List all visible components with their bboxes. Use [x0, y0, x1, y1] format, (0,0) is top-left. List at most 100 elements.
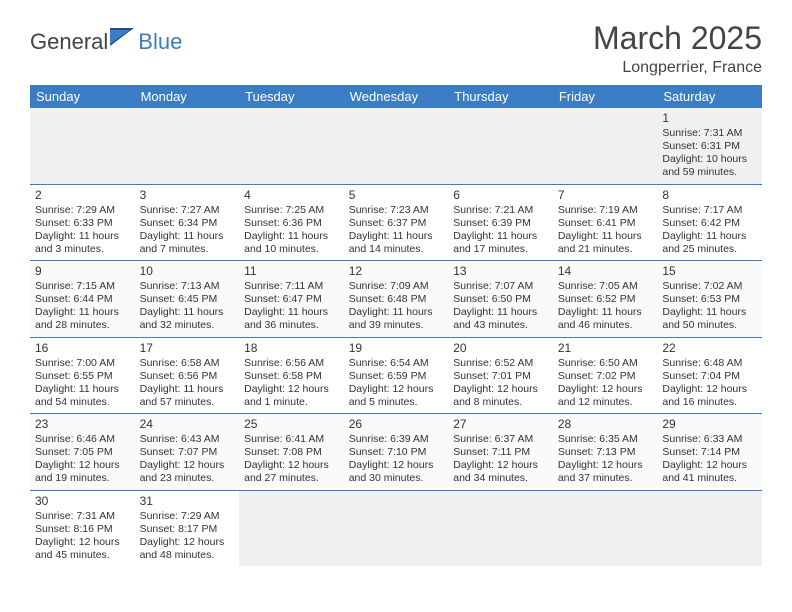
daylight-text: Daylight: 11 hours and 43 minutes. [453, 306, 548, 332]
calendar-cell [657, 490, 762, 566]
weekday-header: Thursday [448, 85, 553, 108]
sunrise-text: Sunrise: 6:52 AM [453, 357, 548, 370]
calendar-cell: 18Sunrise: 6:56 AMSunset: 6:58 PMDayligh… [239, 337, 344, 414]
calendar-cell [135, 108, 240, 184]
weekday-header: Monday [135, 85, 240, 108]
calendar-cell: 25Sunrise: 6:41 AMSunset: 7:08 PMDayligh… [239, 414, 344, 491]
calendar-cell: 4Sunrise: 7:25 AMSunset: 6:36 PMDaylight… [239, 184, 344, 261]
calendar-cell: 27Sunrise: 6:37 AMSunset: 7:11 PMDayligh… [448, 414, 553, 491]
day-number: 15 [662, 264, 757, 279]
daylight-text: Daylight: 12 hours and 41 minutes. [662, 459, 757, 485]
sunset-text: Sunset: 7:10 PM [349, 446, 444, 459]
daylight-text: Daylight: 12 hours and 48 minutes. [140, 536, 235, 562]
calendar-cell: 15Sunrise: 7:02 AMSunset: 6:53 PMDayligh… [657, 261, 762, 338]
calendar-row: 30Sunrise: 7:31 AMSunset: 8:16 PM Dayligh… [30, 490, 762, 566]
calendar-cell [344, 490, 449, 566]
logo: General Blue [30, 20, 182, 55]
sunrise-text: Sunrise: 6:50 AM [558, 357, 653, 370]
sunset-text: Sunset: 6:59 PM [349, 370, 444, 383]
day-number: 2 [35, 188, 130, 203]
sunrise-text: Sunrise: 7:13 AM [140, 280, 235, 293]
sunrise-text: Sunrise: 6:41 AM [244, 433, 339, 446]
sunset-text: Sunset: 6:52 PM [558, 293, 653, 306]
sunset-text: Sunset: 6:56 PM [140, 370, 235, 383]
calendar-row: 23Sunrise: 6:46 AMSunset: 7:05 PMDayligh… [30, 414, 762, 491]
sunrise-text: Sunrise: 7:00 AM [35, 357, 130, 370]
daylight-text: Daylight: 11 hours and 17 minutes. [453, 230, 548, 256]
sunset-text: Sunset: 6:44 PM [35, 293, 130, 306]
day-number: 17 [140, 341, 235, 356]
daylight-text: Daylight: 10 hours and 59 minutes. [662, 153, 757, 179]
day-number: 27 [453, 417, 548, 432]
sunrise-text: Sunrise: 7:15 AM [35, 280, 130, 293]
calendar-cell: 23Sunrise: 6:46 AMSunset: 7:05 PMDayligh… [30, 414, 135, 491]
sunrise-text: Sunrise: 7:29 AM [140, 510, 235, 523]
sunrise-text: Sunrise: 6:54 AM [349, 357, 444, 370]
day-number: 14 [558, 264, 653, 279]
calendar-cell [553, 108, 658, 184]
daylight-text: Daylight: 12 hours and 12 minutes. [558, 383, 653, 409]
sunrise-text: Sunrise: 7:09 AM [349, 280, 444, 293]
sunset-text: Sunset: 7:13 PM [558, 446, 653, 459]
daylight-text: Daylight: 11 hours and 57 minutes. [140, 383, 235, 409]
header: General Blue March 2025 Longperrier, Fra… [0, 0, 792, 85]
weekday-header: Friday [553, 85, 658, 108]
sunset-text: Sunset: 7:11 PM [453, 446, 548, 459]
day-number: 16 [35, 341, 130, 356]
sunrise-text: Sunrise: 7:25 AM [244, 204, 339, 217]
logo-text-general: General [30, 29, 108, 55]
day-number: 22 [662, 341, 757, 356]
sunrise-text: Sunrise: 6:48 AM [662, 357, 757, 370]
day-number: 6 [453, 188, 548, 203]
sunrise-text: Sunrise: 7:05 AM [558, 280, 653, 293]
page-title: March 2025 [593, 20, 762, 57]
day-number: 30 [35, 494, 130, 509]
sunrise-text: Sunrise: 7:19 AM [558, 204, 653, 217]
sunrise-text: Sunrise: 7:23 AM [349, 204, 444, 217]
daylight-text: Daylight: 11 hours and 28 minutes. [35, 306, 130, 332]
sunrise-text: Sunrise: 7:07 AM [453, 280, 548, 293]
daylight-text: Daylight: 12 hours and 30 minutes. [349, 459, 444, 485]
day-number: 10 [140, 264, 235, 279]
sunset-text: Sunset: 8:16 PM [35, 523, 130, 536]
calendar-cell: 3Sunrise: 7:27 AMSunset: 6:34 PMDaylight… [135, 184, 240, 261]
sunset-text: Sunset: 7:07 PM [140, 446, 235, 459]
daylight-text: Daylight: 11 hours and 46 minutes. [558, 306, 653, 332]
sunrise-text: Sunrise: 6:58 AM [140, 357, 235, 370]
daylight-text: Daylight: 12 hours and 37 minutes. [558, 459, 653, 485]
calendar-cell: 24Sunrise: 6:43 AMSunset: 7:07 PMDayligh… [135, 414, 240, 491]
sunrise-text: Sunrise: 7:31 AM [35, 510, 130, 523]
day-number: 5 [349, 188, 444, 203]
sunset-text: Sunset: 6:48 PM [349, 293, 444, 306]
calendar-row: 1Sunrise: 7:31 AMSunset: 6:31 PMDaylight… [30, 108, 762, 184]
sunset-text: Sunset: 7:04 PM [662, 370, 757, 383]
calendar-cell: 8Sunrise: 7:17 AMSunset: 6:42 PMDaylight… [657, 184, 762, 261]
sunset-text: Sunset: 6:53 PM [662, 293, 757, 306]
calendar-cell [344, 108, 449, 184]
day-number: 23 [35, 417, 130, 432]
calendar-row: 2Sunrise: 7:29 AMSunset: 6:33 PMDaylight… [30, 184, 762, 261]
daylight-text: Daylight: 12 hours and 1 minute. [244, 383, 339, 409]
location: Longperrier, France [593, 59, 762, 77]
sunrise-text: Sunrise: 6:39 AM [349, 433, 444, 446]
weekday-header: Tuesday [239, 85, 344, 108]
calendar-cell [239, 490, 344, 566]
weekday-header-row: Sunday Monday Tuesday Wednesday Thursday… [30, 85, 762, 108]
sunrise-text: Sunrise: 7:11 AM [244, 280, 339, 293]
daylight-text: Daylight: 12 hours and 34 minutes. [453, 459, 548, 485]
calendar-cell: 7Sunrise: 7:19 AMSunset: 6:41 PMDaylight… [553, 184, 658, 261]
sunrise-text: Sunrise: 6:35 AM [558, 433, 653, 446]
daylight-text: Daylight: 12 hours and 8 minutes. [453, 383, 548, 409]
sunset-text: Sunset: 7:01 PM [453, 370, 548, 383]
daylight-text: Daylight: 12 hours and 27 minutes. [244, 459, 339, 485]
sunset-text: Sunset: 6:36 PM [244, 217, 339, 230]
day-number: 12 [349, 264, 444, 279]
sunrise-text: Sunrise: 6:56 AM [244, 357, 339, 370]
sunset-text: Sunset: 6:55 PM [35, 370, 130, 383]
day-number: 20 [453, 341, 548, 356]
sunset-text: Sunset: 8:17 PM [140, 523, 235, 536]
calendar-cell: 12Sunrise: 7:09 AMSunset: 6:48 PMDayligh… [344, 261, 449, 338]
weekday-header: Saturday [657, 85, 762, 108]
calendar-cell: 5Sunrise: 7:23 AMSunset: 6:37 PMDaylight… [344, 184, 449, 261]
calendar-cell: 29Sunrise: 6:33 AMSunset: 7:14 PMDayligh… [657, 414, 762, 491]
